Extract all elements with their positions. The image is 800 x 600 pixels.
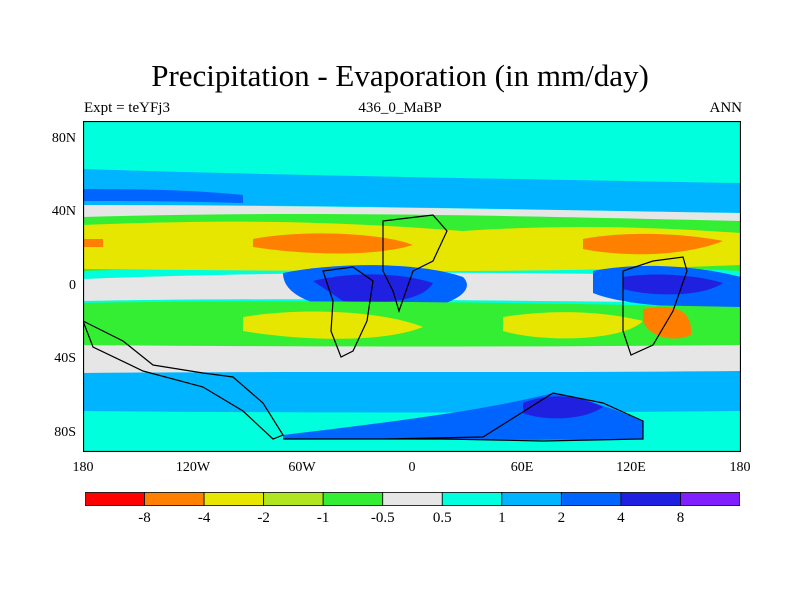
- precip-minus-evap-map: [83, 121, 741, 452]
- field-tropical-darkblue: [313, 274, 433, 303]
- lon-tick-0: 0: [408, 460, 416, 475]
- field-sh-yellow-central: [503, 312, 643, 339]
- colorbar-label: -0.5: [370, 510, 395, 526]
- colorbar-label: -4: [197, 510, 211, 526]
- field-nh-orange-east: [583, 233, 723, 255]
- colorbar-label: -2: [257, 510, 270, 526]
- coastline-continent-central: [382, 214, 448, 313]
- colorbar-box-7: [501, 492, 562, 506]
- field-nh-yellow-belt: [83, 221, 741, 272]
- colorbar-box-10: [680, 492, 740, 506]
- experiment-label: Expt = teYFj3: [84, 100, 170, 116]
- lon-tick-60w: 60W: [288, 460, 316, 475]
- age-label: 436_0_MaBP: [358, 100, 442, 116]
- colorbar-box-2: [203, 492, 265, 506]
- lon-tick-60e: 60E: [510, 460, 534, 475]
- lat-tick-80s: 80S: [54, 425, 76, 440]
- colorbar-box-4: [322, 492, 384, 506]
- lon-tick-180w: 180: [72, 460, 94, 475]
- colorbar-label: -8: [138, 510, 151, 526]
- colorbar-label: 4: [617, 510, 625, 526]
- colorbar-box-1: [144, 492, 205, 506]
- colorbar-label: 0.5: [432, 510, 452, 526]
- lon-tick-180e: 180: [729, 460, 751, 475]
- colorbar-label: 8: [676, 510, 685, 526]
- lat-tick-40s: 40S: [54, 351, 76, 366]
- plot-title: Precipitation - Evaporation (in mm/day): [151, 58, 649, 93]
- field-nh-storm-track: [83, 169, 741, 213]
- lon-tick-120e: 120E: [616, 460, 646, 475]
- colorbar-label: 1: [498, 510, 506, 526]
- field-sh-storm-track: [83, 371, 741, 416]
- coastline-continent-west: [322, 266, 374, 358]
- field-nh-orange-central: [253, 233, 413, 254]
- colorbar-box-6: [441, 492, 503, 506]
- coastline-continent-east: [622, 256, 688, 356]
- colorbar-label: 2: [557, 510, 566, 526]
- field-nh-orange-west: [83, 239, 103, 247]
- colorbar: [85, 492, 740, 506]
- field-antarctic-darkblue: [523, 396, 603, 419]
- lat-tick-40n: 40N: [51, 204, 76, 219]
- lat-tick-0: 0: [69, 278, 76, 293]
- field-sh-grey-belt: [83, 345, 741, 376]
- colorbar-box-3: [263, 492, 324, 506]
- colorbar-label: -1: [316, 510, 330, 526]
- colorbar-box-9: [620, 492, 681, 506]
- coastline-continent-southwest: [83, 320, 284, 440]
- colorbar-box-0: [85, 492, 145, 506]
- lat-tick-80n: 80N: [51, 131, 76, 146]
- field-sh-yellow-west: [243, 311, 423, 339]
- field-warmpool-darkblue: [623, 274, 723, 295]
- map-frame: [83, 121, 741, 452]
- field-nh-blue-core: [83, 189, 243, 203]
- colorbar-box-5: [382, 492, 443, 506]
- coastlines: [83, 214, 688, 442]
- season-label: ANN: [709, 100, 743, 116]
- lon-tick-120w: 120W: [175, 460, 211, 475]
- field-sh-orange-east: [643, 306, 692, 339]
- coastline-antarctica: [283, 392, 644, 442]
- colorbar-box-8: [560, 492, 622, 506]
